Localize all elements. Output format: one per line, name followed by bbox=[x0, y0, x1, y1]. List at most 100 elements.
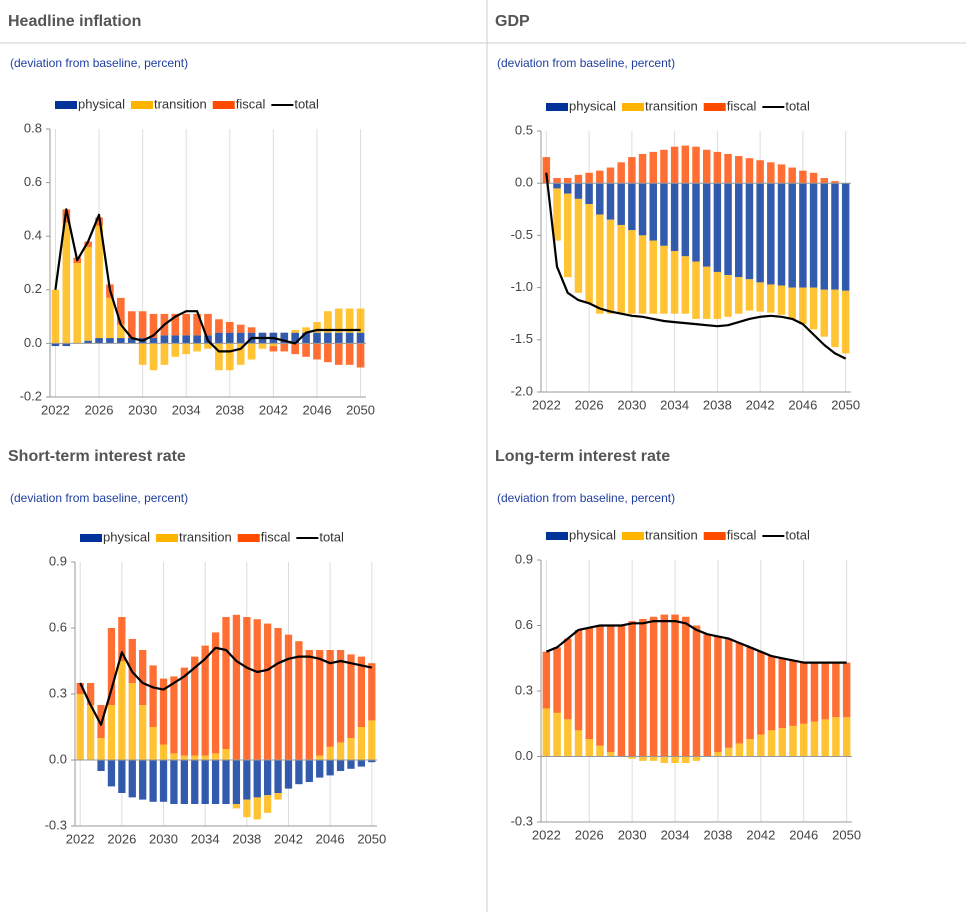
x-tick-label: 2038 bbox=[703, 397, 732, 412]
bar-segment bbox=[563, 193, 572, 278]
bar-segment bbox=[170, 676, 178, 754]
bar-segment bbox=[280, 343, 289, 352]
bar-segment bbox=[745, 183, 754, 280]
bar-segment bbox=[553, 712, 561, 757]
bar-segment bbox=[170, 753, 178, 760]
bar-segment bbox=[799, 170, 807, 184]
line-series bbox=[545, 172, 847, 360]
legend-swatch bbox=[80, 534, 102, 542]
bar-segment bbox=[139, 650, 147, 705]
bar-segment bbox=[682, 616, 690, 757]
bar-segment bbox=[84, 246, 92, 341]
bar-segment bbox=[692, 625, 701, 757]
bar-segment bbox=[138, 343, 147, 365]
bar-segment bbox=[357, 760, 366, 767]
bar-segment bbox=[660, 149, 668, 184]
bar-segment bbox=[264, 795, 272, 813]
bar-segment bbox=[809, 172, 818, 184]
bar-segment bbox=[201, 755, 209, 760]
bar-segment bbox=[326, 650, 334, 747]
bar-segment bbox=[107, 628, 116, 705]
bar-segment bbox=[347, 760, 355, 769]
chart-panel: Long-term interest rate (deviation from b… bbox=[495, 448, 861, 842]
bar-segment bbox=[789, 660, 797, 726]
bar-segment bbox=[585, 183, 593, 205]
bar-segment bbox=[542, 708, 551, 757]
bar-segment bbox=[274, 628, 282, 760]
bar-segment bbox=[368, 720, 376, 760]
bar-segment bbox=[243, 799, 251, 818]
bar-segment bbox=[563, 177, 572, 184]
legend-label: transition bbox=[645, 98, 698, 113]
bar-segment bbox=[149, 338, 158, 344]
bar-segment bbox=[756, 183, 764, 283]
bar-segment bbox=[617, 625, 626, 757]
legend-label: transition bbox=[179, 529, 232, 544]
bar-segment bbox=[51, 289, 60, 344]
bar-segment bbox=[574, 198, 583, 293]
bar-segment bbox=[713, 151, 722, 184]
bar-segment bbox=[264, 623, 272, 760]
bar-segment bbox=[821, 662, 829, 720]
bar-segment bbox=[356, 343, 365, 368]
bar-segment bbox=[767, 284, 775, 313]
bar-segment bbox=[345, 343, 354, 365]
bar-segment bbox=[211, 632, 220, 754]
bar-segment bbox=[617, 183, 625, 225]
bar-segment bbox=[563, 183, 572, 194]
bar-segment bbox=[215, 319, 223, 333]
bar-segment bbox=[334, 308, 343, 333]
bar-segment bbox=[757, 734, 765, 757]
bar-segment bbox=[606, 167, 615, 184]
legend-label: total bbox=[319, 529, 344, 544]
bar-segment bbox=[127, 311, 136, 339]
bar-segment bbox=[810, 662, 819, 722]
bar-segment bbox=[191, 656, 199, 756]
bar-segment bbox=[247, 327, 256, 333]
y-tick-label: -0.3 bbox=[45, 817, 67, 832]
bar-segment bbox=[149, 727, 157, 760]
legend-label: transition bbox=[154, 96, 207, 111]
x-tick-label: 2026 bbox=[107, 831, 136, 846]
bar-segment bbox=[799, 183, 807, 288]
bar-segment bbox=[778, 728, 787, 757]
bar-segment bbox=[128, 639, 136, 683]
bar-segment bbox=[368, 663, 376, 721]
bar-segment bbox=[107, 760, 116, 787]
bar-segment bbox=[799, 723, 808, 757]
y-tick-label: -1.5 bbox=[511, 331, 533, 346]
bar-segment bbox=[215, 343, 223, 371]
bar-segment bbox=[714, 636, 722, 753]
bar-segment bbox=[724, 638, 733, 748]
bar-segment bbox=[831, 183, 839, 290]
bar-segment bbox=[243, 617, 251, 760]
bar-segment bbox=[191, 760, 199, 804]
bar-segment bbox=[201, 760, 209, 804]
bar-segment bbox=[139, 760, 147, 800]
bar-segment bbox=[777, 285, 786, 315]
bar-segment bbox=[291, 332, 299, 344]
legend-label: fiscal bbox=[236, 96, 266, 111]
bar-segment bbox=[253, 760, 261, 798]
chart-subtitle: (deviation from baseline, percent) bbox=[10, 56, 188, 70]
bar-segment bbox=[222, 749, 230, 760]
bar-segment bbox=[692, 261, 700, 319]
bar-segment bbox=[638, 153, 647, 184]
y-tick-label: 0.0 bbox=[49, 751, 67, 766]
bar-segment bbox=[84, 340, 92, 344]
bar-segment bbox=[326, 746, 334, 760]
bar-segment bbox=[171, 313, 180, 336]
bar-segment bbox=[639, 756, 647, 761]
bar-segment bbox=[585, 627, 594, 740]
y-tick-label: -2.0 bbox=[511, 383, 533, 398]
x-tick-label: 2042 bbox=[274, 831, 303, 846]
bar-segment bbox=[649, 756, 658, 761]
legend-label: total bbox=[785, 527, 810, 542]
bar-segment bbox=[713, 271, 722, 319]
bar-segment bbox=[606, 625, 615, 753]
bar-segment bbox=[649, 240, 657, 314]
bar-segment bbox=[671, 614, 679, 757]
bar-segment bbox=[106, 297, 114, 339]
bar-segment bbox=[149, 343, 158, 371]
bar-segment bbox=[193, 335, 201, 344]
